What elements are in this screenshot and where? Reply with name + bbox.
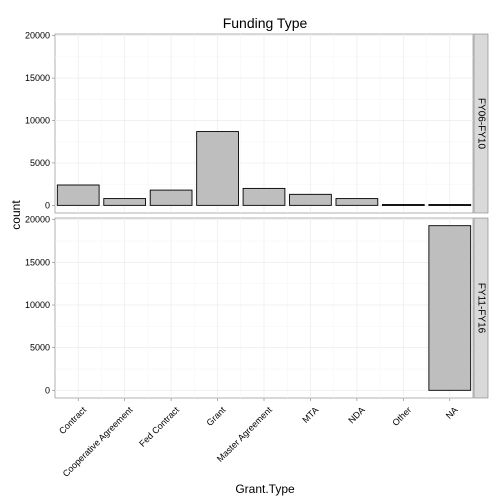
y-tick-label: 20000 <box>25 31 50 41</box>
facet-strip <box>473 217 489 399</box>
bar-na <box>428 225 472 391</box>
x-tick-label: MTA <box>300 405 320 425</box>
y-axis-title: count <box>9 200 23 230</box>
facet-strip-label: FY11-FY16 <box>476 283 487 334</box>
x-tick-label: Contract <box>57 405 88 436</box>
x-tick-label: NA <box>444 405 460 421</box>
x-tick-label: Fed Contract <box>137 405 181 449</box>
x-tick-label: NDA <box>346 405 367 426</box>
bar-master-agreement <box>242 187 286 206</box>
facet-panels: 0 5000 10000 15000 20000 FY06-FY10 0 5000 10000 1… <box>25 31 489 399</box>
y-tick-label: 20000 <box>25 215 50 225</box>
y-tick-label: 0 <box>45 385 50 395</box>
bar-na <box>428 204 472 206</box>
bar-mta <box>289 193 332 206</box>
y-tick-label: 0 <box>45 200 50 210</box>
facet-panel-2: 0 5000 10000 15000 20000 FY11-FY16 <box>25 215 489 399</box>
bar-fed-contract <box>149 189 193 206</box>
x-tick-label: Grant <box>205 405 228 428</box>
bar-contract <box>56 184 100 206</box>
y-tick-label: 10000 <box>25 116 50 126</box>
facet-strip-label: FY06-FY10 <box>476 98 487 150</box>
y-tick-label: 15000 <box>25 257 50 267</box>
bar-other <box>381 204 425 206</box>
y-tick-label: 5000 <box>30 158 50 168</box>
bar-grant <box>196 131 239 206</box>
chart-title: Funding Type <box>223 15 308 31</box>
facet-strip <box>473 33 489 214</box>
y-tick-label: 10000 <box>25 300 50 310</box>
x-tick-label: Other <box>390 405 413 428</box>
y-tick-label: 15000 <box>25 73 50 83</box>
bar-nda <box>335 198 379 206</box>
y-tick-label: 5000 <box>30 343 50 353</box>
facet-panel-1: 0 5000 10000 15000 20000 FY06-FY10 <box>25 31 489 214</box>
bar-cooperative-agreement <box>103 198 147 206</box>
x-axis-title: Grant.Type <box>235 482 295 496</box>
